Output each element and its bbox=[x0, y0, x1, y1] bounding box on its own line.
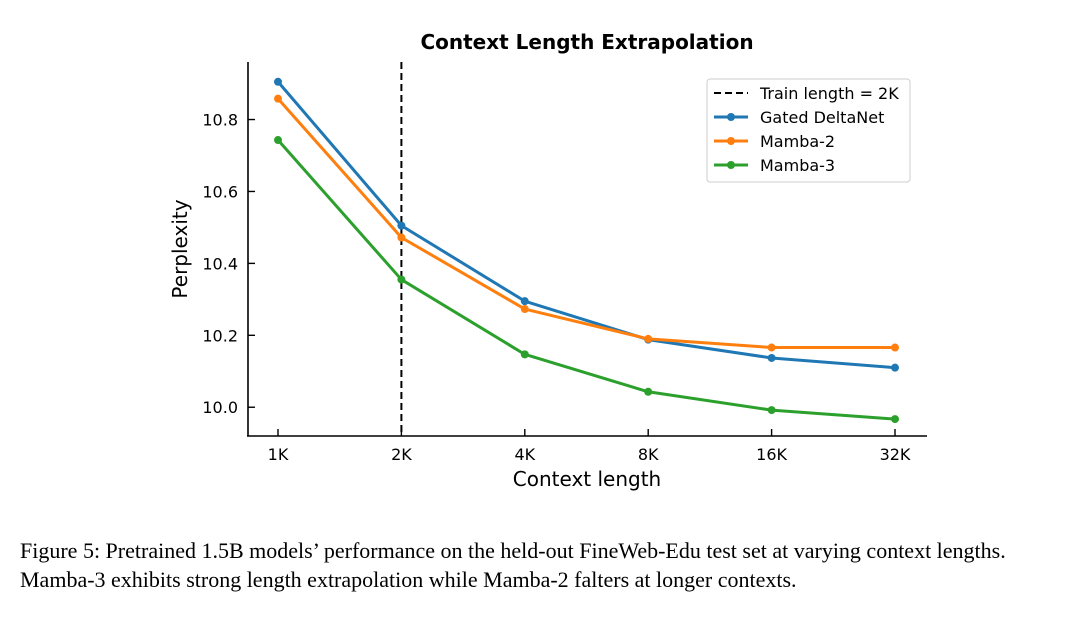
legend-label: Train length = 2K bbox=[759, 84, 899, 103]
data-point-mamba-3 bbox=[644, 387, 653, 396]
data-point-gated-deltanet bbox=[891, 363, 899, 372]
data-point-mamba-3 bbox=[397, 275, 406, 284]
legend-marker bbox=[727, 137, 735, 145]
plot-area: 10.0 10.2 10.4 10.6 10.8 1K 2K 4K 8K 16K 32K bbox=[202, 62, 927, 464]
series-line-mamba-2 bbox=[276, 97, 895, 350]
y-axis-label: Perplexity bbox=[168, 199, 192, 298]
x-tick-label: 8K bbox=[638, 445, 659, 464]
data-point-mamba-3 bbox=[520, 350, 529, 359]
x-tick-label: 2K bbox=[391, 445, 412, 464]
y-ticks: 10.0 10.2 10.4 10.6 10.8 bbox=[202, 111, 255, 417]
series-mamba-2 bbox=[274, 94, 899, 352]
data-point-mamba-2 bbox=[891, 343, 899, 352]
x-ticks: 1K 2K 4K 8K 16K 32K bbox=[268, 429, 911, 464]
y-tick-label: 10.6 bbox=[202, 182, 238, 201]
data-point-mamba-2 bbox=[274, 94, 282, 103]
data-point-mamba-2 bbox=[397, 233, 406, 242]
y-tick-label: 10.0 bbox=[202, 398, 238, 417]
data-point-gated-deltanet bbox=[767, 353, 776, 362]
x-tick-label: 1K bbox=[268, 445, 289, 464]
series-line-mamba-3 bbox=[276, 139, 896, 421]
data-point-mamba-3 bbox=[274, 136, 282, 145]
x-axis-label: Context length bbox=[513, 467, 661, 491]
chart-title: Context Length Extrapolation bbox=[420, 30, 753, 54]
legend-marker bbox=[727, 161, 735, 169]
legend-label: Gated DeltaNet bbox=[760, 108, 884, 127]
data-point-mamba-2 bbox=[644, 334, 653, 343]
y-tick-label: 10.4 bbox=[202, 254, 238, 273]
data-point-mamba-3 bbox=[767, 406, 776, 415]
figure-caption: Figure 5: Pretrained 1.5B models’ perfor… bbox=[20, 538, 1006, 592]
data-point-gated-deltanet bbox=[520, 297, 529, 306]
legend-label: Mamba-2 bbox=[760, 132, 835, 151]
y-tick-label: 10.2 bbox=[202, 326, 238, 345]
data-point-gated-deltanet bbox=[274, 77, 282, 86]
data-point-mamba-3 bbox=[891, 415, 899, 424]
legend-marker bbox=[727, 113, 735, 121]
data-point-mamba-2 bbox=[767, 343, 776, 352]
legend-entry-mamba-3: Mamba-3 bbox=[714, 156, 835, 175]
legend-box bbox=[706, 78, 911, 183]
legend-entry-mamba-2: Mamba-2 bbox=[714, 132, 835, 151]
data-point-gated-deltanet bbox=[397, 221, 406, 230]
data-point-mamba-2 bbox=[520, 305, 529, 314]
series-layer bbox=[274, 77, 899, 424]
x-tick-label: 4K bbox=[514, 445, 535, 464]
legend-entry-gated-deltanet: Gated DeltaNet bbox=[714, 108, 884, 127]
series-line-gated-deltanet bbox=[276, 80, 896, 370]
legend-label: Mamba-3 bbox=[760, 156, 835, 175]
series-mamba-3 bbox=[274, 136, 899, 424]
x-tick-label: 32K bbox=[880, 445, 911, 464]
legend-entry-train-length: Train length = 2K bbox=[714, 84, 899, 103]
legend: Train length = 2K Gated DeltaNet Mamba-2 Ma… bbox=[706, 78, 911, 183]
x-tick-label: 16K bbox=[756, 445, 787, 464]
y-tick-label: 10.8 bbox=[202, 111, 238, 130]
legend-items: Train length = 2K Gated DeltaNet Mamba-2 Ma… bbox=[714, 84, 899, 175]
